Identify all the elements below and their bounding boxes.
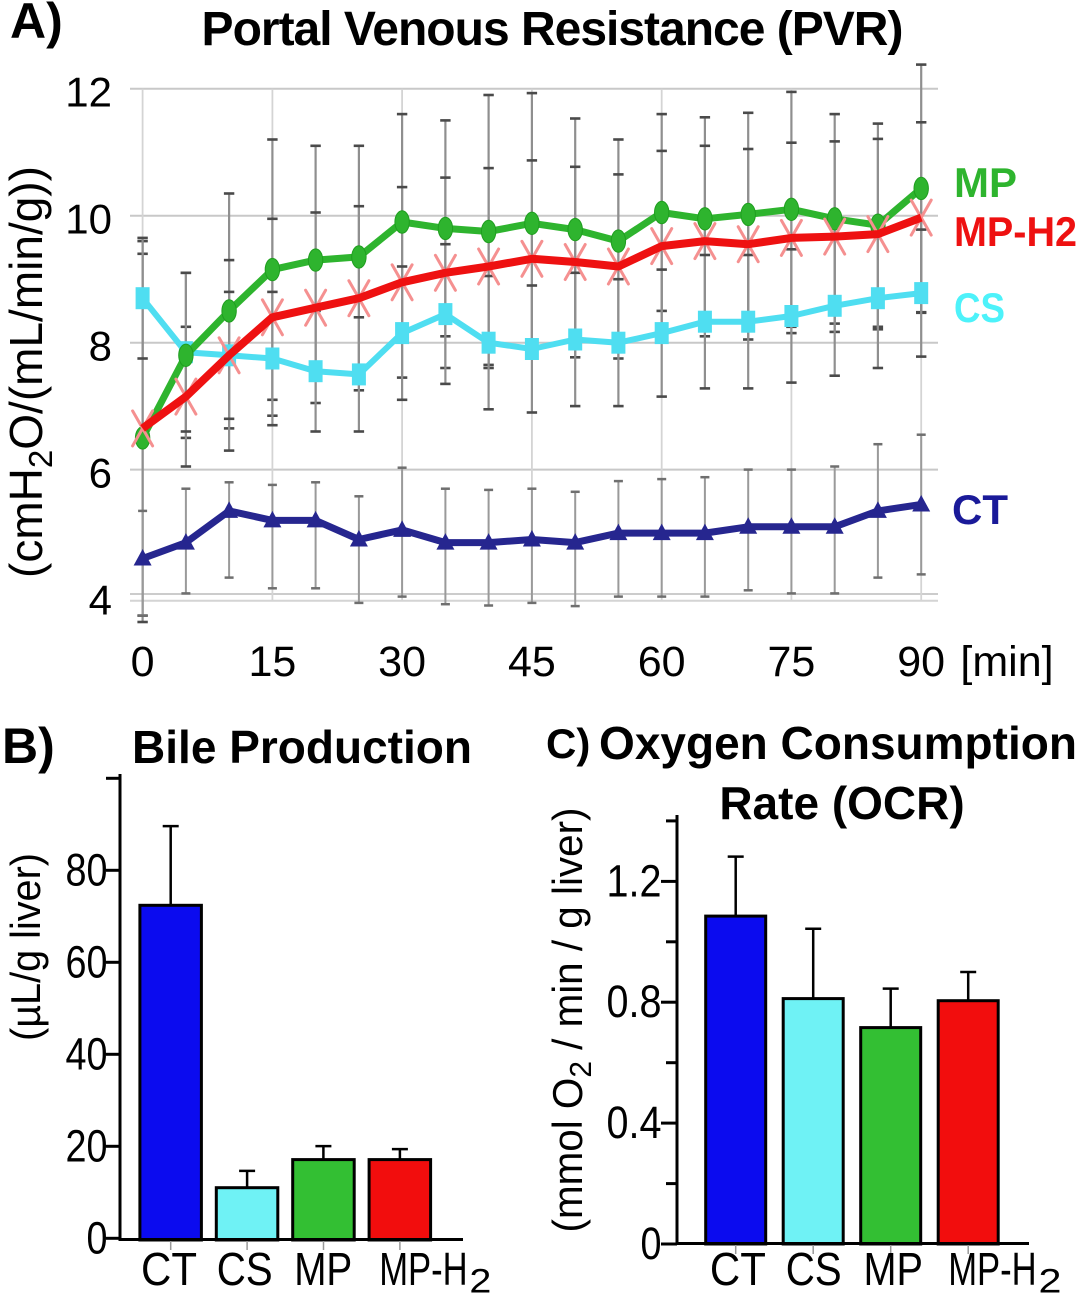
svg-text:A): A): [10, 0, 63, 49]
svg-text:8: 8: [89, 323, 112, 370]
svg-text:2: 2: [1039, 1263, 1062, 1295]
svg-text:80: 80: [66, 844, 108, 895]
svg-text:0.8: 0.8: [607, 976, 662, 1027]
svg-text:CT: CT: [952, 486, 1008, 533]
svg-text:(µL/g liver): (µL/g liver): [2, 853, 49, 1041]
svg-text:CS: CS: [954, 284, 1005, 331]
svg-text:MP: MP: [954, 159, 1017, 206]
svg-text:30: 30: [378, 638, 426, 686]
svg-text:10: 10: [65, 196, 112, 243]
svg-text:45: 45: [508, 638, 556, 686]
svg-text:MP-H2: MP-H2: [954, 208, 1077, 255]
svg-text:CT: CT: [141, 1243, 197, 1295]
svg-text:12: 12: [65, 69, 112, 116]
svg-text:2: 2: [469, 1263, 491, 1295]
svg-text:90: 90: [897, 638, 945, 686]
svg-text:[min]: [min]: [960, 638, 1053, 686]
svg-text:MP: MP: [294, 1243, 352, 1295]
svg-text:MP-H: MP-H: [948, 1243, 1036, 1295]
svg-text:MP-H: MP-H: [379, 1243, 468, 1295]
svg-text:MP: MP: [863, 1243, 923, 1295]
svg-text:20: 20: [66, 1120, 108, 1171]
svg-text:40: 40: [66, 1028, 108, 1079]
svg-text:CS: CS: [786, 1243, 842, 1295]
svg-text:4: 4: [89, 577, 112, 624]
svg-text:1.2: 1.2: [607, 855, 662, 906]
svg-text:Rate (OCR): Rate (OCR): [719, 777, 964, 829]
svg-text:(cmH2O/(mL/min/g)): (cmH2O/(mL/min/g)): [0, 166, 59, 578]
svg-text:15: 15: [248, 638, 296, 686]
svg-text:0: 0: [641, 1218, 662, 1269]
svg-text:0.4: 0.4: [607, 1097, 662, 1148]
svg-text:60: 60: [638, 638, 686, 686]
svg-text:Oxygen Consumption: Oxygen Consumption: [599, 717, 1077, 769]
svg-text:75: 75: [767, 638, 815, 686]
svg-text:CS: CS: [217, 1243, 273, 1295]
svg-text:60: 60: [66, 936, 108, 987]
svg-text:0: 0: [87, 1212, 108, 1263]
svg-text:6: 6: [89, 450, 112, 497]
svg-text:CT: CT: [710, 1243, 766, 1295]
svg-text:Portal Venous Resistance (PVR): Portal Venous Resistance (PVR): [202, 3, 903, 56]
svg-text:(mmol O2 / min / g liver): (mmol O2 / min / g liver): [544, 808, 598, 1233]
svg-text:Bile Production: Bile Production: [132, 721, 472, 773]
svg-text:C): C): [546, 720, 590, 767]
svg-text:B): B): [2, 718, 55, 774]
svg-text:0: 0: [131, 638, 155, 686]
